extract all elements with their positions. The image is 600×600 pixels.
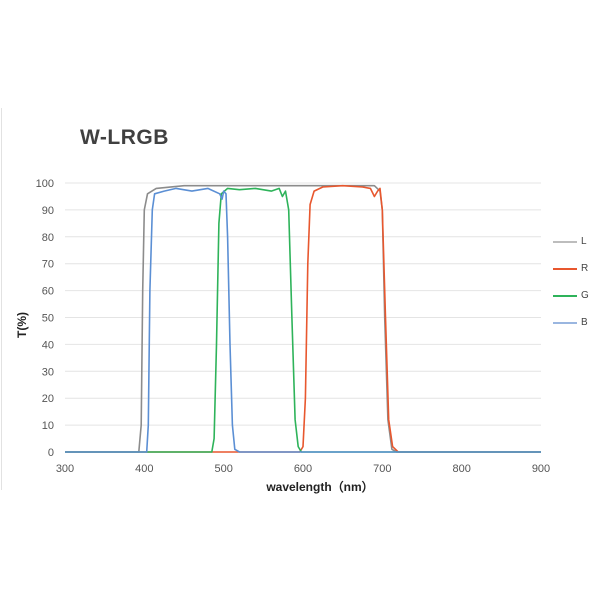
image-border <box>1 108 2 490</box>
y-tick-label: 0 <box>48 447 54 459</box>
legend-label: G <box>581 290 589 301</box>
legend-label: B <box>581 317 588 328</box>
x-tick-label: 700 <box>373 463 391 475</box>
legend-swatch-r <box>553 267 577 270</box>
legend-item-r: R <box>553 255 589 282</box>
legend-swatch-b <box>553 321 577 324</box>
legend-item-l: L <box>553 228 589 255</box>
gridlines <box>65 182 541 426</box>
series-line-l <box>65 184 541 453</box>
x-tick-label: 900 <box>532 463 550 475</box>
x-tick-label: 500 <box>214 463 232 475</box>
y-tick-label: 50 <box>42 313 54 325</box>
legend-label: R <box>581 263 589 274</box>
y-tick-label: 90 <box>42 205 54 217</box>
y-tick-label: 20 <box>42 393 54 405</box>
data-series <box>65 184 541 453</box>
x-tick-label: 600 <box>294 463 312 475</box>
y-tick-label: 60 <box>42 286 54 298</box>
series-line-b <box>65 187 541 453</box>
legend-item-b: B <box>553 309 589 336</box>
legend-item-g: G <box>553 282 589 309</box>
legend-label: L <box>581 236 587 247</box>
x-tick-label: 800 <box>452 463 470 475</box>
x-axis-ticks: 300 400 500 600 700 800 900 <box>56 463 550 475</box>
y-tick-label: 10 <box>42 420 54 432</box>
x-tick-label: 400 <box>135 463 153 475</box>
x-axis-label: wavelength（nm） <box>266 480 374 494</box>
y-tick-label: 70 <box>42 259 54 271</box>
y-tick-label: 100 <box>36 178 54 190</box>
chart-title: W-LRGB <box>80 126 169 149</box>
series-line-r <box>65 184 541 453</box>
x-tick-label: 300 <box>56 463 74 475</box>
series-line-g <box>65 187 541 453</box>
legend: L R G B <box>553 228 589 336</box>
y-tick-label: 40 <box>42 339 54 351</box>
y-tick-label: 80 <box>42 232 54 244</box>
y-tick-label: 30 <box>42 366 54 378</box>
legend-swatch-g <box>553 294 577 297</box>
y-axis-ticks: 0 10 20 30 40 50 60 70 80 90 100 <box>36 178 54 459</box>
legend-swatch-l <box>553 240 577 243</box>
